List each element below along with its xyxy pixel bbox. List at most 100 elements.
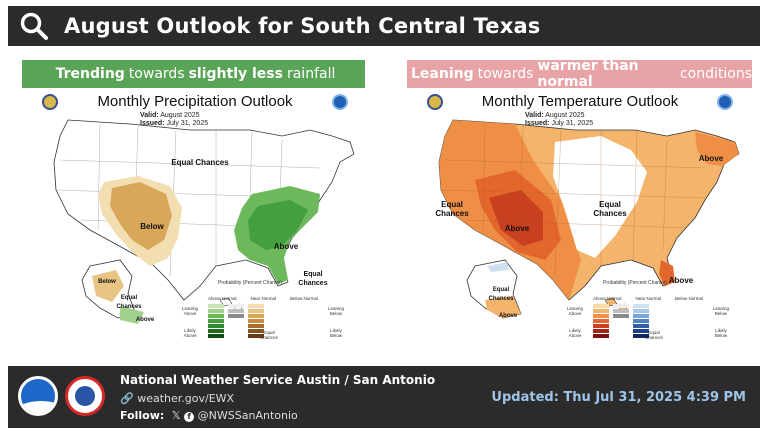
temp-map-title: Monthly Temperature Outlook: [481, 93, 679, 110]
temp-legend-above-swatch-6: [593, 334, 609, 338]
precip-legend-likely-above: Likely Above: [183, 328, 197, 338]
noaa-small-logo-icon-2: [427, 94, 443, 110]
precip-valid-issued: Valid: August 2025 Issued: July 31, 2025: [140, 112, 208, 128]
temp-legend-title: Probability (Percent Chance): [603, 280, 667, 286]
temp-legend-equal: Equal Chances: [645, 330, 663, 340]
temp-legend-below-swatch-2: [633, 314, 649, 318]
precip-label-above-ak: Above: [135, 317, 155, 323]
temp-legend-near-swatch-2: [613, 314, 629, 318]
temp-legend-below-swatch-3: [633, 319, 649, 323]
precip-legend-above-swatch-4: [208, 324, 224, 328]
temp-banner-tail: conditions: [679, 66, 752, 82]
precip-label-above-se: Above: [273, 242, 299, 251]
nws-small-logo-icon-2: [717, 94, 733, 110]
precip-outlook-map: Monthly Precipitation Outlook Valid: Aug…: [20, 90, 370, 352]
temp-valid-value: August 2025: [545, 112, 585, 119]
precip-issued-label: Issued:: [140, 120, 165, 127]
temp-legend-leaning-below: Leaning Below: [712, 306, 730, 316]
precip-valid-label: Valid:: [140, 112, 159, 119]
precip-legend-below-swatch-4: [248, 324, 264, 328]
temp-banner-mid: towards: [477, 66, 534, 82]
precip-legend-below-swatch-1: [248, 309, 264, 313]
temp-label-above-sw: Above: [504, 224, 530, 233]
updated-timestamp: Updated: Thu Jul 31, 2025 4:39 PM: [491, 390, 746, 405]
temp-map-graphic: [438, 119, 740, 319]
temp-legend-below-swatch-0: [633, 304, 649, 308]
header-bar: August Outlook for South Central Texas: [8, 6, 760, 46]
precip-legend-above-swatch-6: [208, 334, 224, 338]
temp-legend-above-swatch-2: [593, 314, 609, 318]
temp-legend-col-below: Below Normal: [674, 296, 703, 301]
temp-legend-below-swatch-6: [633, 334, 649, 338]
office-name: National Weather Service Austin / San An…: [120, 373, 436, 387]
facebook-icon[interactable]: f: [184, 412, 195, 422]
precip-label-equal-ak: Equal Chances: [116, 295, 142, 310]
precip-legend-equal: Equal Chances: [260, 330, 278, 340]
follow-label: Follow:: [120, 409, 165, 422]
precip-legend: Probability (Percent Chance) Above Norma…: [182, 280, 350, 350]
temp-legend-below-swatch-1: [633, 309, 649, 313]
precip-legend-below-swatch-6: [248, 334, 264, 338]
precip-legend-near-swatch-1: [228, 309, 244, 313]
temp-label-above-ne: Above: [698, 154, 724, 163]
precip-legend-leaning-above: Leaning Above: [181, 306, 199, 316]
temp-legend-leaning-above: Leaning Above: [566, 306, 584, 316]
temp-valid-label: Valid:: [525, 112, 544, 119]
temp-label-above-fl: Above: [668, 276, 694, 285]
precip-legend-near-swatch-column: [228, 304, 244, 338]
temp-legend-above-swatch-4: [593, 324, 609, 328]
precip-legend-below-swatch-3: [248, 319, 264, 323]
link-icon: 🔗: [120, 392, 134, 405]
precip-banner: Trending towards slightly less rainfall: [22, 60, 365, 88]
temp-legend-below-swatch-5: [633, 329, 649, 333]
precip-legend-likely-below: Likely Below: [329, 328, 343, 338]
social-row: Follow: 𝕏 f @NWSSanAntonio: [120, 409, 298, 422]
temp-outlook-map: Monthly Temperature Outlook Valid: Augus…: [405, 90, 755, 352]
temp-legend-near-swatch-column: [613, 304, 629, 338]
precip-legend-col-above: Above Normal: [208, 296, 237, 301]
temp-label-equal-central: Equal Chances: [593, 200, 627, 218]
precip-label-below-sw: Below: [140, 222, 164, 231]
temp-legend-likely-below: Likely Below: [714, 328, 728, 338]
precip-banner-tail: rainfall: [286, 66, 336, 82]
social-handle[interactable]: @NWSSanAntonio: [197, 409, 298, 422]
temp-legend-likely-above: Likely Above: [568, 328, 582, 338]
precip-legend-above-swatch-5: [208, 329, 224, 333]
temp-legend-above-swatch-5: [593, 329, 609, 333]
temp-label-above-ak: Above: [498, 313, 518, 319]
precip-legend-col-below: Below Normal: [289, 296, 318, 301]
temp-legend-above-swatch-1: [593, 309, 609, 313]
website-link[interactable]: 🔗 weather.gov/EWX: [120, 392, 234, 405]
temp-legend-below-swatch-4: [633, 324, 649, 328]
temp-valid-issued: Valid: August 2025 Issued: July 31, 2025: [525, 112, 593, 128]
precip-legend-near-swatch-0: [228, 304, 244, 308]
precip-label-equal-north: Equal Chances: [171, 158, 229, 167]
precip-legend-col-near: Near Normal: [250, 296, 276, 301]
precip-map-title: Monthly Precipitation Outlook: [97, 93, 293, 110]
precip-map-graphic: [53, 119, 355, 324]
precip-legend-leaning-below: Leaning Below: [327, 306, 345, 316]
precip-legend-above-swatch-3: [208, 319, 224, 323]
page-title: August Outlook for South Central Texas: [64, 14, 541, 38]
precip-legend-below-swatch-column: [248, 304, 264, 338]
precip-label-equal-fl: Equal Chances: [298, 271, 328, 287]
website-text: weather.gov/EWX: [137, 392, 235, 405]
x-icon[interactable]: 𝕏: [171, 409, 181, 422]
temp-legend-near-swatch-1: [613, 309, 629, 313]
temp-label-equal-west: Equal Chances: [435, 200, 469, 218]
temp-legend-swatches: [593, 304, 649, 338]
precip-legend-near-swatch-2: [228, 314, 244, 318]
temp-banner-emphasis: warmer than normal: [537, 58, 639, 90]
precip-legend-title: Probability (Percent Chance): [218, 280, 282, 286]
temp-legend-above-swatch-3: [593, 319, 609, 323]
temp-banner: Leaning towards warmer than normal condi…: [407, 58, 752, 90]
precip-valid-value: August 2025: [160, 112, 200, 119]
precip-label-below-ak: Below: [98, 279, 116, 285]
temp-issued-label: Issued:: [525, 120, 550, 127]
search-icon[interactable]: [14, 6, 54, 46]
temp-legend-below-swatch-column: [633, 304, 649, 338]
temp-legend-near-swatch-0: [613, 304, 629, 308]
temp-label-equal-ak: Equal Chances: [488, 287, 514, 302]
temp-legend-above-swatch-0: [593, 304, 609, 308]
precip-legend-below-swatch-2: [248, 314, 264, 318]
